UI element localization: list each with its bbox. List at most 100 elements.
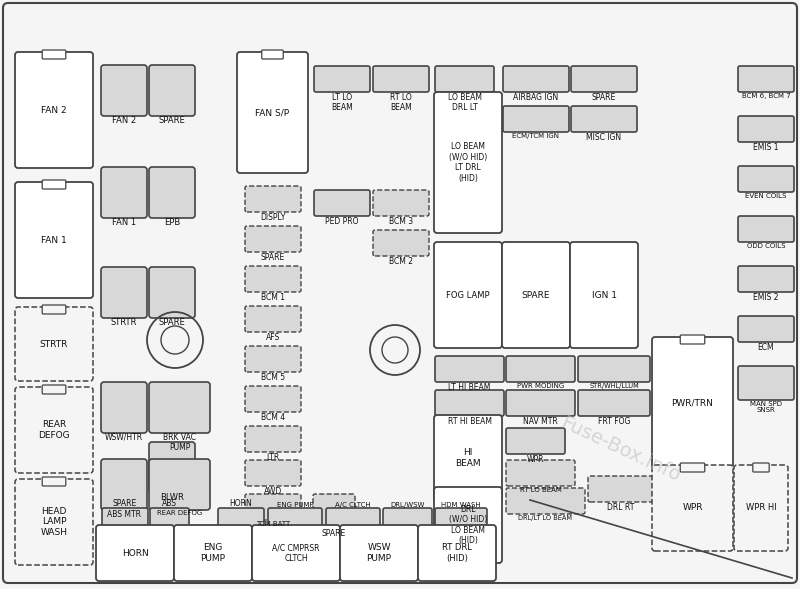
FancyBboxPatch shape	[738, 166, 794, 192]
FancyBboxPatch shape	[150, 508, 189, 530]
FancyBboxPatch shape	[434, 242, 502, 348]
FancyBboxPatch shape	[434, 487, 502, 563]
Text: EMIS 1: EMIS 1	[754, 143, 778, 152]
FancyBboxPatch shape	[435, 390, 504, 416]
Text: DRL
(W/O HID)
LO BEAM
(HID): DRL (W/O HID) LO BEAM (HID)	[449, 505, 487, 545]
Text: ABS MTR: ABS MTR	[107, 510, 141, 519]
Text: HDM WASH: HDM WASH	[441, 502, 481, 508]
FancyBboxPatch shape	[570, 242, 638, 348]
FancyBboxPatch shape	[245, 386, 301, 412]
FancyBboxPatch shape	[245, 266, 301, 292]
Text: EPB: EPB	[164, 218, 180, 227]
FancyBboxPatch shape	[314, 66, 370, 92]
Text: BCM 3: BCM 3	[389, 217, 413, 226]
Text: BCM 6, BCM 7: BCM 6, BCM 7	[742, 93, 790, 99]
FancyBboxPatch shape	[738, 216, 794, 242]
Text: BCM 4: BCM 4	[261, 413, 285, 422]
Text: BCM 5: BCM 5	[261, 373, 285, 382]
FancyBboxPatch shape	[383, 508, 432, 530]
FancyBboxPatch shape	[245, 494, 301, 520]
Text: WPR: WPR	[682, 504, 702, 512]
Text: PWR/TRN: PWR/TRN	[671, 398, 714, 407]
Text: IGN 1: IGN 1	[591, 290, 617, 299]
Text: FAN 1: FAN 1	[112, 218, 136, 227]
Text: A/C CMPRSR
CLTCH: A/C CMPRSR CLTCH	[272, 543, 320, 562]
FancyBboxPatch shape	[237, 52, 308, 173]
Text: TCM BATT: TCM BATT	[256, 521, 290, 527]
FancyBboxPatch shape	[42, 477, 66, 486]
Text: WPR: WPR	[526, 455, 544, 464]
Text: A/C CLTCH: A/C CLTCH	[335, 502, 371, 508]
FancyBboxPatch shape	[245, 186, 301, 212]
Text: DRL/LT LO BEAM: DRL/LT LO BEAM	[518, 515, 573, 521]
FancyBboxPatch shape	[245, 226, 301, 252]
FancyBboxPatch shape	[15, 387, 93, 473]
Text: DRL/WSW: DRL/WSW	[390, 502, 425, 508]
FancyBboxPatch shape	[738, 316, 794, 342]
Text: RT LO
BEAM: RT LO BEAM	[390, 93, 412, 112]
Text: EMIS 2: EMIS 2	[754, 293, 778, 302]
FancyBboxPatch shape	[96, 525, 174, 581]
Text: LTR: LTR	[266, 453, 280, 462]
FancyBboxPatch shape	[738, 266, 794, 292]
FancyBboxPatch shape	[652, 337, 733, 468]
FancyBboxPatch shape	[262, 50, 283, 59]
FancyBboxPatch shape	[435, 356, 504, 382]
Text: RT DRL
(HID): RT DRL (HID)	[442, 543, 472, 562]
FancyBboxPatch shape	[373, 66, 429, 92]
Text: WSW/HTR: WSW/HTR	[105, 433, 143, 442]
FancyBboxPatch shape	[101, 65, 147, 116]
FancyBboxPatch shape	[753, 463, 769, 472]
FancyBboxPatch shape	[245, 460, 301, 486]
Text: LT LO
BEAM: LT LO BEAM	[331, 93, 353, 112]
Text: STRTR: STRTR	[40, 339, 68, 349]
FancyBboxPatch shape	[245, 306, 301, 332]
Text: EVEN COILS: EVEN COILS	[746, 193, 786, 199]
FancyBboxPatch shape	[15, 52, 93, 168]
FancyBboxPatch shape	[738, 66, 794, 92]
FancyBboxPatch shape	[340, 525, 418, 581]
FancyBboxPatch shape	[578, 356, 650, 382]
Text: AWD: AWD	[264, 487, 282, 496]
FancyBboxPatch shape	[738, 116, 794, 142]
Text: ABS: ABS	[162, 499, 177, 508]
FancyBboxPatch shape	[313, 494, 355, 528]
Text: AIRBAG IGN: AIRBAG IGN	[514, 93, 558, 102]
Text: SPARE: SPARE	[522, 290, 550, 299]
FancyBboxPatch shape	[652, 465, 733, 551]
Text: MAN SPD
SNSR: MAN SPD SNSR	[750, 401, 782, 413]
Text: WPR HI: WPR HI	[746, 504, 776, 512]
FancyBboxPatch shape	[578, 390, 650, 416]
Text: ENG
PUMP: ENG PUMP	[201, 543, 226, 562]
Text: DISPLY: DISPLY	[260, 213, 286, 222]
FancyBboxPatch shape	[506, 390, 575, 416]
FancyBboxPatch shape	[680, 335, 705, 344]
Text: LO BEAM
DRL LT: LO BEAM DRL LT	[447, 93, 482, 112]
FancyBboxPatch shape	[245, 426, 301, 452]
FancyBboxPatch shape	[506, 460, 575, 486]
Text: PED PRO: PED PRO	[326, 217, 358, 226]
FancyBboxPatch shape	[571, 106, 637, 132]
FancyBboxPatch shape	[434, 415, 502, 501]
FancyBboxPatch shape	[102, 508, 148, 530]
Text: FAN 2: FAN 2	[41, 105, 67, 114]
Text: RT LO BEAM: RT LO BEAM	[519, 487, 562, 493]
FancyBboxPatch shape	[42, 305, 66, 314]
Text: PWR MODING: PWR MODING	[517, 383, 564, 389]
FancyBboxPatch shape	[15, 307, 93, 381]
Text: LT HI BEAM: LT HI BEAM	[448, 383, 490, 392]
FancyBboxPatch shape	[42, 50, 66, 59]
Text: ENG PUMP: ENG PUMP	[277, 502, 314, 508]
Text: BLWR: BLWR	[160, 493, 184, 502]
FancyBboxPatch shape	[149, 459, 210, 510]
FancyBboxPatch shape	[588, 476, 654, 502]
Text: SPARE: SPARE	[158, 318, 186, 327]
FancyBboxPatch shape	[3, 3, 797, 583]
Text: HEAD
LAMP
WASH: HEAD LAMP WASH	[41, 507, 67, 537]
Text: RT HI BEAM: RT HI BEAM	[447, 417, 491, 426]
FancyBboxPatch shape	[506, 356, 575, 382]
Text: HORN: HORN	[230, 499, 252, 508]
FancyBboxPatch shape	[502, 242, 570, 348]
Text: Fuse-Box.info: Fuse-Box.info	[557, 414, 683, 486]
Text: STRTR: STRTR	[111, 318, 137, 327]
